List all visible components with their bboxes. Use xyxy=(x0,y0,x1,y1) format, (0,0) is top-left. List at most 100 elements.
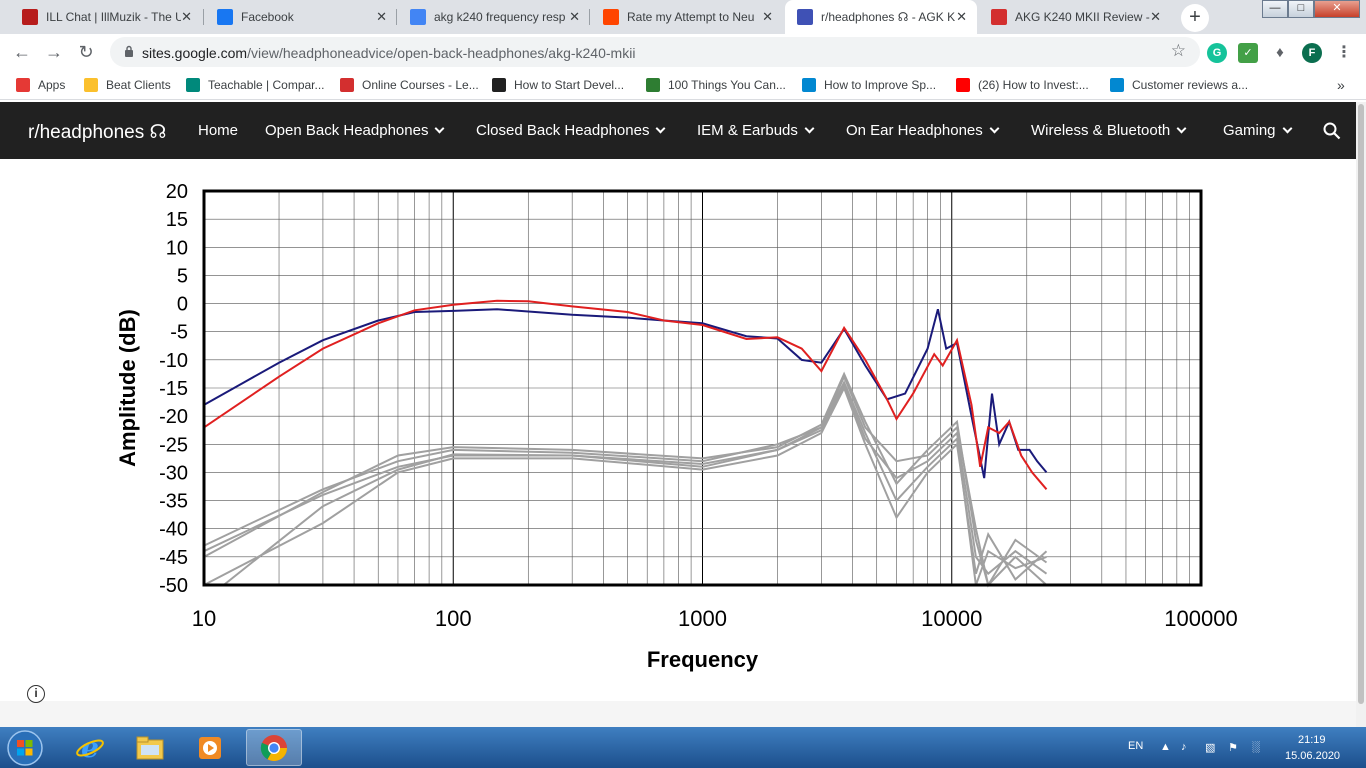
bookmark-label: Apps xyxy=(38,78,66,92)
internet-explorer-icon[interactable]: e xyxy=(62,729,118,766)
y-tick-label: 10 xyxy=(166,237,188,259)
nav-item-label: Home xyxy=(198,122,239,139)
site-navigation: r/headphones ☊ Home Open Back Headphones C… xyxy=(0,102,1356,159)
sync-icon xyxy=(802,78,816,92)
udemy-icon xyxy=(340,78,354,92)
nav-item-2[interactable]: Closed Back Headphones xyxy=(476,122,666,139)
clock-date[interactable]: 15.06.2020 xyxy=(1285,750,1341,762)
address-bar[interactable]: sites.google.com/view/headphoneadvice/op… xyxy=(110,37,1200,67)
close-tab-icon[interactable]: ✕ xyxy=(181,9,192,24)
network-icon[interactable]: ░ xyxy=(1252,741,1260,753)
nav-item-4[interactable]: On Ear Headphones xyxy=(846,122,1000,139)
bookmark-7[interactable]: (26) How to Invest:... xyxy=(956,76,1089,94)
nav-item-3[interactable]: IEM & Earbuds xyxy=(697,122,815,139)
nav-item-0[interactable]: Home xyxy=(198,122,238,139)
close-tab-icon[interactable]: ✕ xyxy=(762,9,773,24)
bookmark-label: 100 Things You Can... xyxy=(668,78,786,92)
bookmark-label: Customer reviews a... xyxy=(1132,78,1249,92)
tab-3[interactable]: Rate my Attempt to Neu ✕ xyxy=(591,0,783,34)
y-tick-label: 15 xyxy=(166,209,188,231)
url-domain: sites.google.com xyxy=(142,45,248,61)
tab-2[interactable]: akg k240 frequency resp ✕ xyxy=(398,0,590,34)
y-tick-label: -20 xyxy=(159,406,188,428)
info-icon[interactable]: i xyxy=(27,685,45,703)
extensions-puzzle-icon[interactable]: ♦ xyxy=(1276,44,1284,61)
volume-icon[interactable]: ♪ xyxy=(1181,741,1187,753)
nav-item-label: IEM & Earbuds xyxy=(697,122,798,139)
language-indicator[interactable]: EN xyxy=(1128,740,1144,752)
tab-1[interactable]: Facebook ✕ xyxy=(205,0,397,34)
chevron-down-icon xyxy=(435,123,445,134)
google-icon xyxy=(410,9,426,25)
profile-avatar[interactable]: F xyxy=(1302,43,1322,63)
bookmark-8[interactable]: Customer reviews a... xyxy=(1110,76,1248,94)
close-tab-icon[interactable]: ✕ xyxy=(956,9,967,24)
tab-4[interactable]: r/headphones ☊ - AGK K ✕ xyxy=(785,0,977,34)
bookmark-0[interactable]: Apps xyxy=(16,76,65,94)
site-title[interactable]: r/headphones ☊ xyxy=(28,122,167,143)
x-tick-label: 10000 xyxy=(921,606,982,631)
bookmark-6[interactable]: How to Improve Sp... xyxy=(802,76,936,94)
page-content: 20 15 10 5 0 -5 -10 -15 -20 -25 -30 -35 -40 -45 -50 10 1… xyxy=(0,159,1356,727)
close-window-button[interactable]: ✕ xyxy=(1314,0,1360,18)
search-icon[interactable] xyxy=(1323,122,1341,140)
tab-0[interactable]: ILL Chat | IllMuzik - The U ✕ xyxy=(10,0,202,34)
extension-check-icon[interactable]: ✓ xyxy=(1238,43,1258,63)
bookmark-label: Beat Clients xyxy=(106,78,171,92)
nav-item-label: Gaming xyxy=(1223,122,1276,139)
folder-icon xyxy=(84,78,98,92)
chevron-down-icon xyxy=(989,123,1000,134)
bookmark-label: (26) How to Invest:... xyxy=(978,78,1089,92)
illmuzik-icon xyxy=(22,9,38,25)
grammarly-icon[interactable]: G xyxy=(1207,43,1227,63)
tab-separator xyxy=(396,9,397,25)
maximize-button[interactable]: □ xyxy=(1288,0,1314,18)
reload-button[interactable]: ↻ xyxy=(78,42,94,62)
bookmark-5[interactable]: 100 Things You Can... xyxy=(646,76,786,94)
menu-kebab-icon[interactable]: ⋮ xyxy=(1336,44,1352,61)
new-tab-button[interactable]: + xyxy=(1181,4,1209,32)
x-tick-label: 1000 xyxy=(678,606,727,631)
plot-frame xyxy=(202,189,1203,587)
file-explorer-icon[interactable] xyxy=(122,729,178,766)
tab-title: AKG K240 MKII Review - xyxy=(1015,10,1150,24)
bookmark-1[interactable]: Beat Clients xyxy=(84,76,171,94)
bookmark-3[interactable]: Online Courses - Le... xyxy=(340,76,479,94)
sites-icon xyxy=(797,9,813,25)
close-tab-icon[interactable]: ✕ xyxy=(1150,9,1161,24)
chevron-down-icon xyxy=(1282,123,1292,134)
tray-expand-icon[interactable]: ▲ xyxy=(1160,741,1171,753)
windows-taskbar: e EN ▲ ♪ ▧ ⚑ ░ 21:19 15.06.2020 xyxy=(0,727,1366,768)
nav-item-6[interactable]: Gaming xyxy=(1223,122,1292,139)
url-text: sites.google.com/view/headphoneadvice/op… xyxy=(142,45,635,61)
t-icon xyxy=(1110,78,1124,92)
start-button[interactable] xyxy=(4,728,46,768)
bookmarks-overflow-icon[interactable]: » xyxy=(1337,77,1345,93)
clock-time[interactable]: 21:19 xyxy=(1298,734,1326,746)
tab-title: ILL Chat | IllMuzik - The U xyxy=(46,10,181,24)
gray-series-line-3 xyxy=(203,371,1048,587)
tab-separator xyxy=(203,9,204,25)
nav-item-1[interactable]: Open Back Headphones xyxy=(265,122,445,139)
bookmark-4[interactable]: How to Start Devel... xyxy=(492,76,624,94)
svg-text:e: e xyxy=(81,733,99,763)
forward-button[interactable]: → xyxy=(45,42,63,62)
e-icon xyxy=(492,78,506,92)
nav-item-label: Wireless & Bluetooth xyxy=(1031,122,1171,139)
bookmark-2[interactable]: Teachable | Compar... xyxy=(186,76,325,94)
device-icon[interactable]: ▧ xyxy=(1205,742,1216,754)
scrollbar-thumb[interactable] xyxy=(1358,104,1364,704)
media-player-icon[interactable] xyxy=(182,729,238,766)
bookmark-star-icon[interactable]: ☆ xyxy=(1170,41,1186,60)
flag-icon[interactable]: ⚑ xyxy=(1228,742,1238,754)
chrome-icon[interactable] xyxy=(246,729,302,766)
close-tab-icon[interactable]: ✕ xyxy=(376,9,387,24)
gray-series-line-2 xyxy=(203,385,1048,586)
tab-5[interactable]: AKG K240 MKII Review - ✕ xyxy=(979,0,1171,34)
back-button[interactable]: ← xyxy=(13,42,31,62)
close-tab-icon[interactable]: ✕ xyxy=(569,9,580,24)
reddit-icon xyxy=(603,9,619,25)
y-tick-label: -10 xyxy=(159,350,188,372)
minimize-button[interactable]: — xyxy=(1262,0,1288,18)
nav-item-5[interactable]: Wireless & Bluetooth xyxy=(1031,122,1187,139)
